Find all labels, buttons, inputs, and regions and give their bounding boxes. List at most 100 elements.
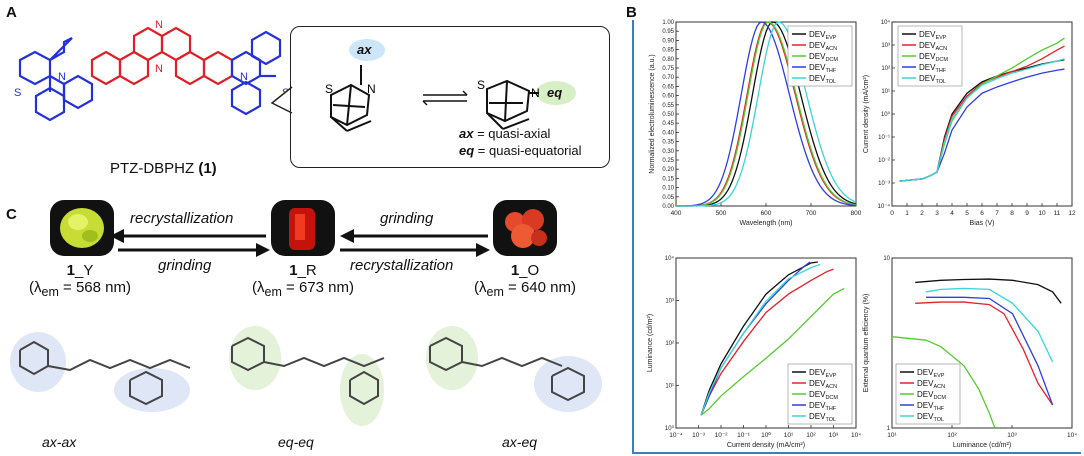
- chart-4-xtick-label: 10⁴: [1067, 432, 1077, 439]
- chart-2-xtick-label: 10: [1038, 210, 1046, 217]
- chart-2-xtick-label: 2: [920, 210, 924, 217]
- label-grinding-yr: grinding: [158, 257, 212, 274]
- conformer-s-ax: S: [325, 82, 333, 96]
- chart-4-xlabel: Luminance (cd/m²): [953, 442, 1011, 449]
- transition-arrows: [110, 229, 490, 257]
- eqe-curve-dev_tol: [925, 287, 1054, 363]
- chart-3-ytick-label: 10²: [665, 341, 674, 347]
- conformer-n-ax: N: [367, 82, 376, 96]
- conformer-s-eq: S: [477, 78, 485, 92]
- conformer-label-1y: ax-ax: [42, 434, 77, 450]
- chart-2-ytick-label: 10³: [881, 43, 890, 49]
- molecule-number: (1): [198, 160, 217, 177]
- label-recrystallization-yr: recrystallization: [130, 210, 234, 227]
- conformer-callout: S N S N ax eq ax = quasi-axial eq = quas…: [290, 26, 610, 168]
- chart-1-legend-entry-sub: DCM: [825, 57, 838, 63]
- chart-4-legend-entry: DEVTOL: [917, 412, 944, 423]
- chart-1-xtick-label: 600: [761, 210, 772, 217]
- chart-1-ytick-label: 0.05: [662, 195, 674, 201]
- chart-1-ytick-label: 0.25: [662, 158, 674, 164]
- chart-2-xtick-label: 5: [965, 210, 969, 217]
- chart-1-legend-entry-sub: EVP: [825, 35, 836, 41]
- conformer-label-1r: eq-eq: [278, 434, 314, 450]
- chart-1-ytick-label: 0.00: [662, 204, 674, 210]
- chart-2-ylabel: Current density (mA/cm²): [863, 75, 870, 153]
- form-1r-lambda-sub: em: [264, 285, 282, 299]
- chart-4-legend-entry-sub: EVP: [933, 373, 944, 379]
- chart-1-ytick-label: 0.10: [662, 186, 674, 192]
- chart-2-xtick-label: 4: [950, 210, 954, 217]
- chart-3-legend-entry: DEVACN: [809, 379, 837, 390]
- chart-1-xtick-label: 500: [716, 210, 727, 217]
- chart-1-ytick-label: 0.70: [662, 75, 674, 81]
- el-spectrum-dev_thf: [675, 21, 857, 207]
- chart-3-ytick-label: 10³: [665, 299, 674, 305]
- chart-4-legend-entry-sub: TOL: [933, 417, 944, 423]
- crystal-image-1y: [50, 200, 114, 256]
- chart-2-xtick-label: 6: [980, 210, 984, 217]
- label-grinding-ro: grinding: [380, 210, 434, 227]
- n-atom-top: N: [155, 19, 163, 31]
- lj-curve-dev_evp: [700, 261, 818, 416]
- ptz-dbphz-structure: N S N N N S: [14, 19, 289, 122]
- chart-1-xlabel: Wavelength (nm): [739, 220, 792, 227]
- chart-4-legend-entry: DEVEVP: [917, 368, 945, 379]
- form-1o-lambda-value: = 640 nm): [503, 279, 576, 296]
- chart-3-xtick-label: 10⁻³: [692, 432, 706, 439]
- chart-2-ytick-label: 10⁴: [881, 19, 891, 26]
- chart-2-ytick-label: 10¹: [881, 89, 890, 95]
- form-1y-lambda-value: = 568 nm): [58, 279, 131, 296]
- chart-1-ytick-label: 0.55: [662, 103, 674, 109]
- chart-2-xtick-label: 7: [995, 210, 999, 217]
- chart-1-legend-entry: DEVACN: [809, 41, 837, 52]
- chart-1-ytick-label: 0.15: [662, 176, 674, 182]
- chart-4-legend-entry: DEVACN: [917, 379, 945, 390]
- form-1o-num: 1: [510, 262, 520, 279]
- crystal-image-1r: [271, 200, 335, 256]
- chart-2-xlabel: Bias (V): [970, 220, 995, 227]
- eqe-curve-dev_evp: [915, 278, 1062, 304]
- chart-3-xtick-label: 10⁻²: [715, 432, 729, 439]
- chart-3-legend-entry-sub: THF: [825, 406, 836, 412]
- chart-1-legend-entry: DEVDCM: [809, 52, 838, 63]
- chart-4-legend-entry: DEVDCM: [917, 390, 946, 401]
- n-atom-left: N: [58, 71, 66, 83]
- chart-3-legend-entry: DEVDCM: [809, 390, 838, 401]
- form-1r-label: 1_R (λem = 673 nm): [243, 262, 363, 299]
- chart-1-legend-entry: DEVEVP: [809, 30, 837, 41]
- panel-label-c: C: [6, 206, 17, 223]
- chart-1-xtick-label: 700: [806, 210, 817, 217]
- chart-1-legend-entry-sub: THF: [825, 68, 836, 74]
- chart-3-ytick-label: 10⁰: [665, 425, 675, 432]
- form-1y-suffix: _Y: [74, 262, 94, 279]
- chart-3-legend-entry-sub: DCM: [825, 395, 838, 401]
- chart-2-ytick-label: 10⁻³: [878, 181, 890, 187]
- conformer-legend: ax = quasi-axial eq = quasi-equatorial: [459, 125, 582, 159]
- chart-3-legend-entry-sub: ACN: [825, 384, 837, 390]
- callout-pointer: [270, 86, 293, 114]
- chart-2-legend-entry: DEVTOL: [919, 74, 946, 85]
- chart-3-ylabel: Luminance (cd/m²): [647, 314, 654, 372]
- legend-eq-key: eq: [459, 143, 475, 158]
- chart-2-legend-entry: DEVTHF: [919, 63, 947, 74]
- form-1y-label: 1_Y (λem = 568 nm): [20, 262, 140, 299]
- chart-1-ytick-label: 0.30: [662, 149, 674, 155]
- chart-1-legend-entry: DEVTOL: [809, 74, 836, 85]
- chart-3-xtick-label: 10³: [829, 432, 839, 439]
- panel-b-charts: 400 500 600 700 800 1.00 0.95 0.90 0.85 0.80 0.75 0…: [647, 19, 1077, 449]
- chart-1-ytick-label: 0.80: [662, 57, 674, 63]
- legend-eq-text: = quasi-equatorial: [477, 143, 582, 158]
- chart-3-xtick-label: 10⁴: [851, 432, 861, 439]
- eqe-curve-dev_thf: [926, 296, 1054, 406]
- form-1y-num: 1: [66, 262, 75, 279]
- label-recrystallization-ro: recrystallization: [350, 257, 454, 274]
- chart-1-ytick-label: 0.60: [662, 94, 674, 100]
- form-1o-suffix: _O: [519, 262, 540, 279]
- chart-1-ytick-label: 0.45: [662, 121, 674, 127]
- conformer-n-eq: N: [531, 86, 540, 100]
- molecule-name: PTZ-DBPHZ (1): [110, 160, 217, 177]
- chart-1-ytick-label: 0.40: [662, 130, 674, 136]
- el-spectrum-dev_tol: [675, 21, 857, 207]
- lj-curve-dev_thf: [700, 261, 811, 416]
- chart-2-ytick-label: 10⁻¹: [878, 135, 890, 141]
